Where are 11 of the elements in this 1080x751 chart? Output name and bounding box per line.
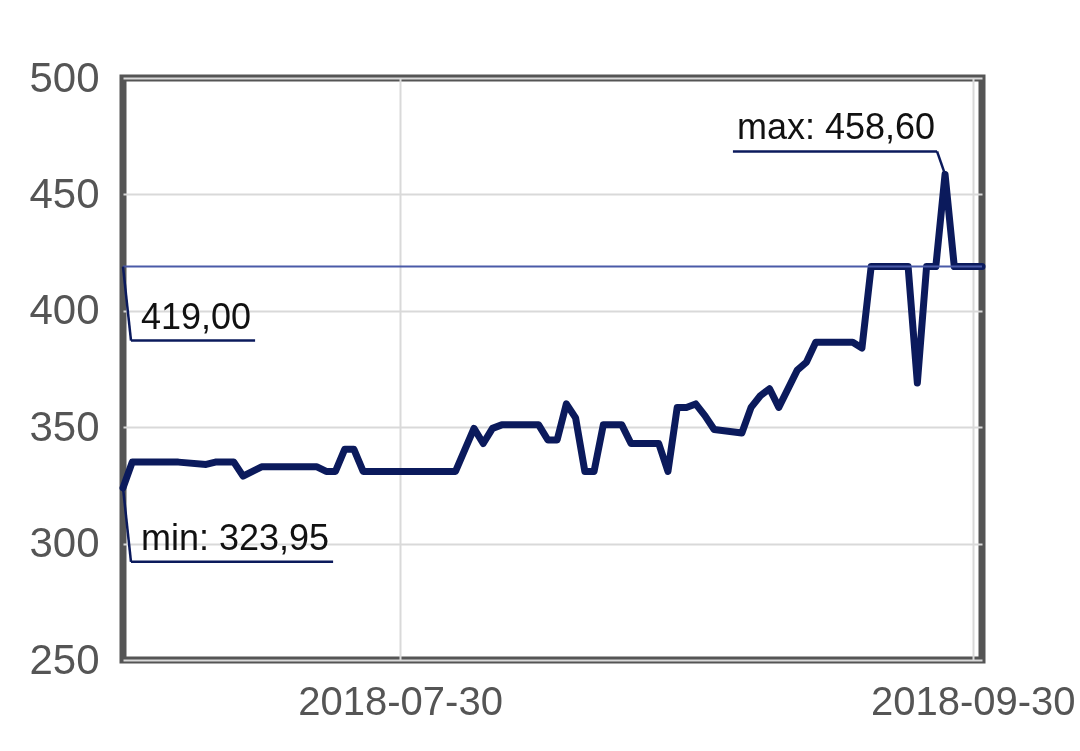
ref-line-label: 419,00 [141,295,252,337]
x-tick-label: 2018-09-30 [870,678,1076,723]
y-tick-label: 400 [29,286,100,334]
y-tick-label: 350 [29,402,100,450]
annotation: max: 458,60 [736,106,936,148]
x-tick-label: 2018-07-30 [298,678,503,723]
y-tick-label: 450 [29,169,100,217]
y-tick-label: 500 [29,53,100,101]
annotation: min: 323,95 [141,516,330,558]
y-tick-label: 250 [29,635,100,683]
y-tick-label: 300 [29,519,100,567]
